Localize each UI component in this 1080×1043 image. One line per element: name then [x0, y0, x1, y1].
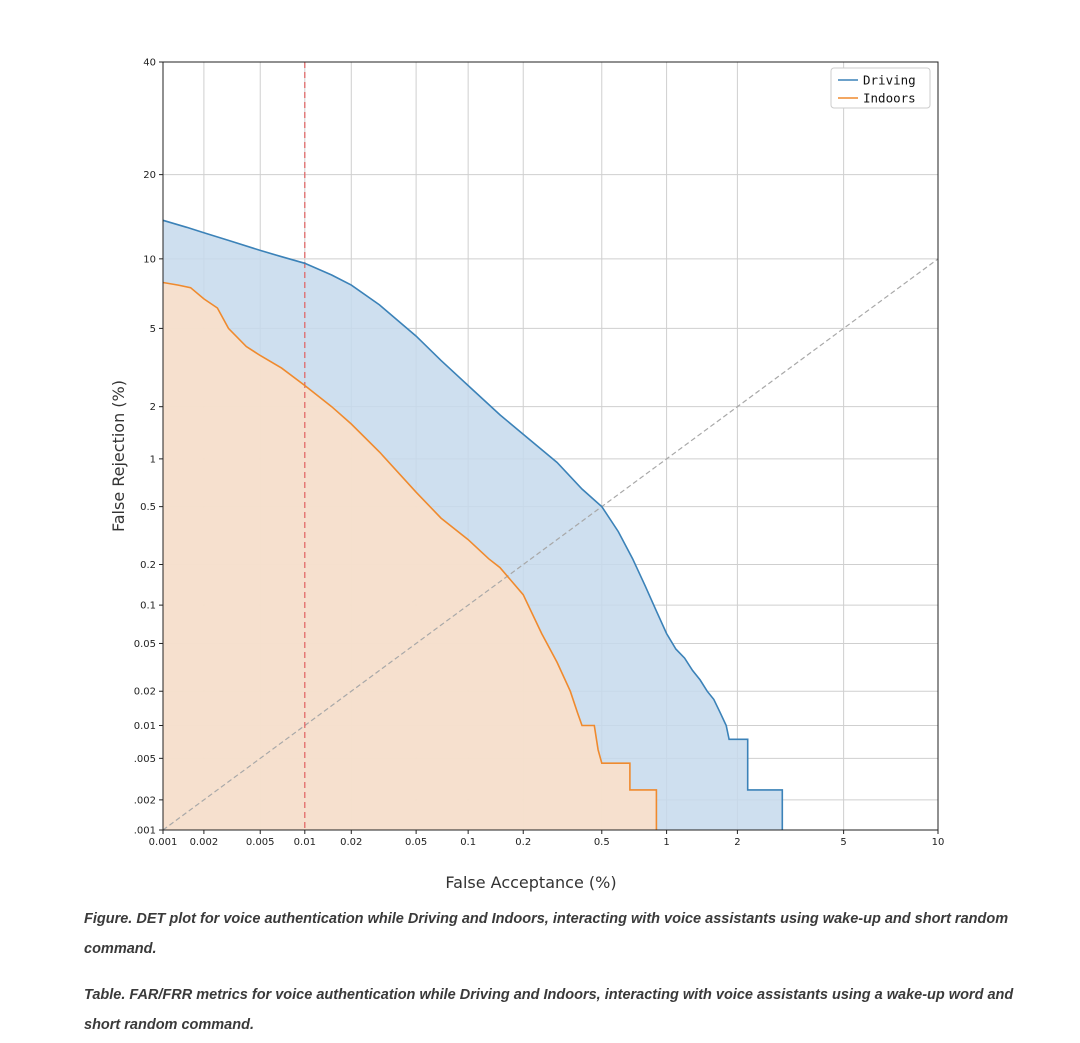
- y-tick-label: .001: [134, 826, 156, 837]
- y-tick-label: 5: [150, 324, 156, 335]
- y-tick-label: .005: [134, 754, 156, 765]
- plot-frame: [162, 61, 939, 831]
- x-tick-label: 0.01: [294, 837, 316, 848]
- reference-lines: [162, 62, 939, 831]
- det-plot: 0.001 0.002 0.005 0.01 0.02 0.05 0.1 0.2 0.5 1 2 5 1…: [109, 58, 945, 893]
- y-tick-label: 40: [143, 58, 156, 69]
- x-tick-label: 0.001: [149, 837, 178, 848]
- series-line-indoors: [162, 281, 658, 830]
- series-fills: [163, 220, 783, 831]
- y-tick-label: 10: [143, 254, 156, 265]
- series-line-driving: [162, 219, 784, 830]
- y-tick-label: 0.1: [140, 601, 156, 612]
- legend-label: Indoors: [863, 91, 916, 106]
- y-axis-title: False Rejection (%): [109, 380, 128, 532]
- y-tick-label: 2: [150, 402, 156, 413]
- y-tick-label: .002: [134, 795, 156, 806]
- table-caption: Table. FAR/FRR metrics for voice authent…: [84, 987, 1014, 1033]
- x-tick-label: 0.02: [340, 837, 362, 848]
- x-tick-label: 0.5: [594, 837, 610, 848]
- x-tick-label: 1: [663, 837, 669, 848]
- y-tick-label: 0.01: [134, 721, 156, 732]
- x-tick-label: 0.2: [515, 837, 531, 848]
- y-tick-label: 0.05: [134, 639, 156, 650]
- y-tick-label: 0.2: [140, 560, 156, 571]
- x-tick-label: 0.002: [190, 837, 219, 848]
- x-tick-label: 0.1: [460, 837, 476, 848]
- legend-label: Driving: [863, 73, 916, 88]
- x-axis-title: False Acceptance (%): [445, 873, 616, 892]
- x-tick-label: 10: [932, 837, 945, 848]
- series-lines: [162, 219, 784, 830]
- y-tick-label: 1: [150, 454, 156, 465]
- x-tick-label: 2: [734, 837, 740, 848]
- y-tick-label: 0.02: [134, 687, 156, 698]
- axis-ticks: 0.001 0.002 0.005 0.01 0.02 0.05 0.1 0.2 0.5 1 2 5 1…: [134, 58, 945, 849]
- y-tick-label: 0.5: [140, 502, 156, 513]
- figure-caption: Figure. DET plot for voice authenticatio…: [84, 911, 1009, 957]
- legend: Driving Indoors: [830, 67, 931, 109]
- x-tick-label: 0.05: [405, 837, 427, 848]
- x-tick-label: 5: [840, 837, 846, 848]
- series-fill-indoors: [163, 282, 657, 830]
- y-tick-label: 20: [143, 170, 156, 181]
- x-tick-label: 0.005: [246, 837, 275, 848]
- diagonal-eer-line: [162, 258, 939, 831]
